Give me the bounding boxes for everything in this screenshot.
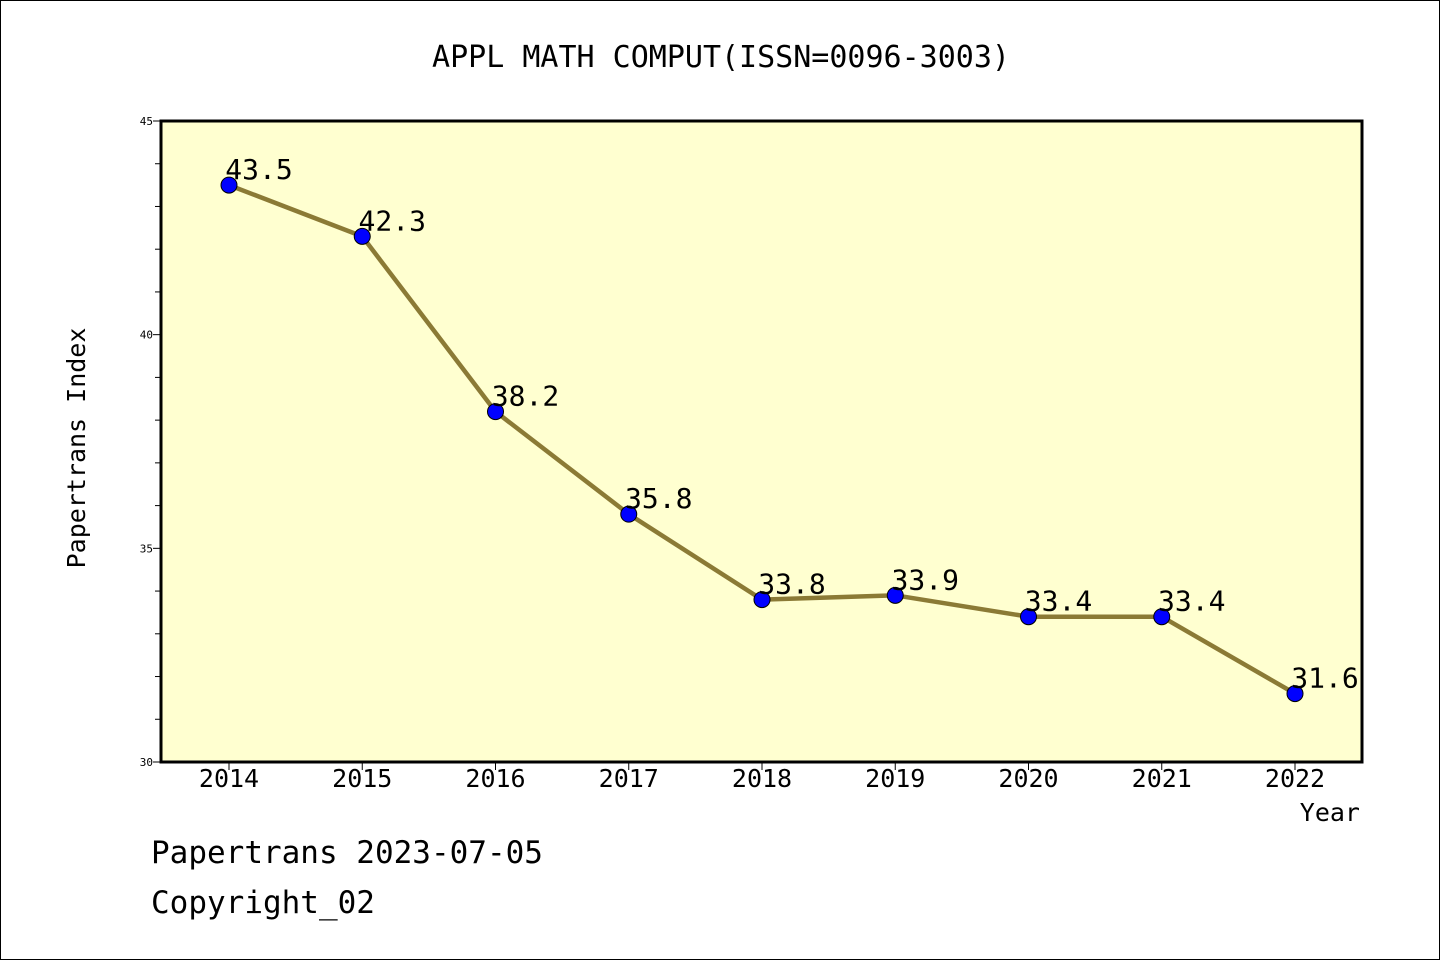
footer-date: Papertrans 2023-07-05 <box>151 835 543 871</box>
y-axis-tick-labels: 30 35 40 45 <box>140 115 153 769</box>
data-label: 43.5 <box>225 153 292 186</box>
data-point <box>753 591 771 609</box>
y-tick-label: 30 <box>140 756 153 769</box>
x-tick-label: 2022 <box>1265 764 1325 793</box>
y-tick-label: 35 <box>140 542 153 555</box>
x-tick-label: 2021 <box>1132 764 1192 793</box>
data-label: 33.8 <box>758 568 825 601</box>
x-tick-label: 2014 <box>199 764 259 793</box>
data-label: 31.6 <box>1291 662 1358 695</box>
data-label: 33.4 <box>1025 585 1092 618</box>
x-axis-label: Year <box>1300 798 1360 827</box>
x-axis-tick-labels: 2014 2015 2016 2017 2018 2019 2020 2021 2022 <box>199 764 1325 793</box>
data-point <box>886 586 904 604</box>
data-point <box>620 505 638 523</box>
y-axis-minor-ticks <box>153 120 161 763</box>
series-group: 43.5 42.3 38.2 35.8 33.8 33.9 33.4 33.4 31.6 <box>220 153 1359 703</box>
x-axis-ticks <box>228 762 1296 770</box>
plot-area <box>159 119 1364 764</box>
y-tick-label: 40 <box>140 329 153 342</box>
data-label: 42.3 <box>359 204 426 237</box>
data-point <box>1153 608 1171 626</box>
data-label: 33.9 <box>892 563 959 596</box>
x-tick-label: 2016 <box>465 764 525 793</box>
data-label: 38.2 <box>492 380 559 413</box>
chart-title: APPL MATH COMPUT(ISSN=0096-3003) <box>432 40 1010 75</box>
footer-copyright: Copyright_02 <box>151 885 375 921</box>
data-label: 33.4 <box>1158 585 1225 618</box>
x-tick-label: 2017 <box>599 764 659 793</box>
x-tick-label: 2015 <box>332 764 392 793</box>
y-tick-label: 45 <box>140 115 153 128</box>
data-point <box>1286 685 1304 703</box>
x-tick-label: 2019 <box>865 764 925 793</box>
x-tick-label: 2018 <box>732 764 792 793</box>
x-tick-label: 2020 <box>998 764 1058 793</box>
data-point <box>487 403 504 421</box>
data-point <box>353 227 371 245</box>
data-point <box>220 176 238 194</box>
data-point <box>1020 608 1037 626</box>
data-label: 35.8 <box>625 482 692 515</box>
y-axis-label: Papertrans Index <box>62 328 91 569</box>
